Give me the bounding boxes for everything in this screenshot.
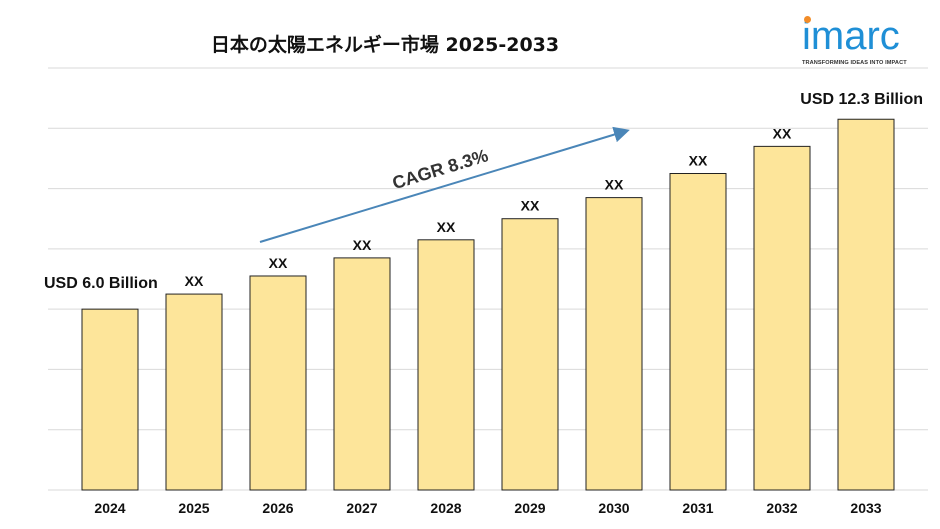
data-label: XX bbox=[185, 273, 204, 289]
cagr-trend-arrow bbox=[259, 126, 630, 243]
logo-dot-icon bbox=[804, 16, 811, 23]
x-tick-label: 2024 bbox=[94, 500, 125, 516]
data-label: XX bbox=[773, 125, 792, 141]
data-label: XX bbox=[353, 237, 372, 253]
bar-2029 bbox=[501, 218, 559, 491]
x-tick-label: 2030 bbox=[598, 500, 629, 516]
x-tick-label: 2026 bbox=[262, 500, 293, 516]
x-tick-label: 2025 bbox=[178, 500, 209, 516]
x-tick-label: 2028 bbox=[430, 500, 461, 516]
x-tick-label: 2032 bbox=[766, 500, 797, 516]
x-tick-label: 2029 bbox=[514, 500, 545, 516]
value-callout: USD 12.3 Billion bbox=[800, 91, 923, 108]
imarc-logo[interactable]: imarc TRANSFORMING IDEAS INTO IMPACT bbox=[800, 14, 932, 70]
bars bbox=[81, 118, 895, 491]
labels: 2024 2025 XX 2026 XX 2027 XX 2028 XX 2029 XX 2030 XX… bbox=[44, 91, 923, 516]
bar-2030 bbox=[585, 197, 643, 491]
bar-2031 bbox=[669, 173, 727, 491]
chart-title: 日本の太陽エネルギー市場 2025-2033 bbox=[210, 34, 560, 56]
bar-2027 bbox=[333, 257, 391, 491]
value-callout: USD 6.0 Billion bbox=[44, 275, 158, 292]
logo-tagline: TRANSFORMING IDEAS INTO IMPACT bbox=[802, 60, 907, 66]
x-tick-label: 2027 bbox=[346, 500, 377, 516]
bar-2028 bbox=[417, 239, 475, 491]
x-tick-label: 2031 bbox=[682, 500, 713, 516]
bar-2026 bbox=[249, 275, 307, 491]
bar-2033 bbox=[837, 118, 895, 491]
x-tick-label: 2033 bbox=[850, 500, 881, 516]
logo-wordmark: imarc bbox=[802, 14, 900, 58]
data-label: XX bbox=[605, 177, 624, 193]
data-label: XX bbox=[269, 255, 288, 271]
data-label: XX bbox=[437, 219, 456, 235]
data-label: XX bbox=[521, 198, 540, 214]
data-label: XX bbox=[689, 153, 708, 169]
cagr-annotation: CAGR 8.3% bbox=[390, 145, 491, 193]
bar-2032 bbox=[753, 145, 811, 491]
bar-2025 bbox=[165, 293, 223, 491]
bar-2024 bbox=[81, 308, 139, 491]
